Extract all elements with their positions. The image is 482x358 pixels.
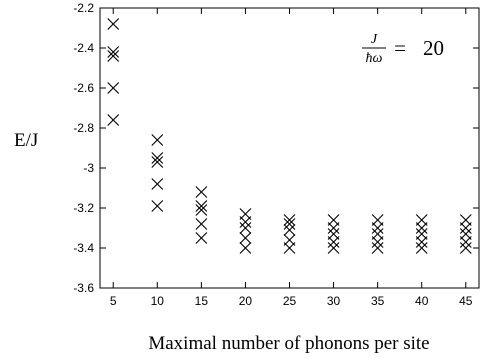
x-axis-label: Maximal number of phonons per site xyxy=(148,333,429,354)
y-tick-labels: -3.6 -3.4 -3.2 -3 -2.8 -2.6 -2.4 -2.2 xyxy=(73,1,94,295)
data-point xyxy=(371,222,384,234)
y-tick-label: -3.4 xyxy=(73,241,94,255)
data-point xyxy=(283,214,296,226)
data-point xyxy=(151,152,164,164)
y-tick-label: -2.8 xyxy=(73,121,94,135)
x-tick-labels: 5 10 15 20 25 30 35 40 45 xyxy=(110,294,473,308)
data-point xyxy=(239,216,252,228)
annotation-omega: ω xyxy=(373,51,383,66)
y-tick-label: -2.6 xyxy=(73,81,94,95)
x-tick-label: 5 xyxy=(110,294,117,308)
data-point xyxy=(195,232,208,244)
data-point xyxy=(239,222,252,234)
data-point xyxy=(459,222,472,234)
data-point xyxy=(459,242,472,254)
data-points xyxy=(107,18,472,254)
x-tick-label: 25 xyxy=(283,294,297,308)
data-point xyxy=(151,200,164,212)
parameter-annotation: J ħω = 20 xyxy=(362,32,444,66)
y-tick-label: -3.6 xyxy=(73,281,94,295)
data-point xyxy=(195,218,208,230)
x-tick-label: 30 xyxy=(327,294,341,308)
x-tick-label: 20 xyxy=(239,294,253,308)
data-point xyxy=(415,236,428,248)
data-point xyxy=(327,236,340,248)
data-point xyxy=(107,82,120,94)
data-point xyxy=(283,218,296,230)
data-point xyxy=(195,204,208,216)
data-point xyxy=(239,232,252,244)
data-point xyxy=(327,222,340,234)
x-tick-label: 15 xyxy=(195,294,209,308)
data-point xyxy=(151,134,164,146)
data-point xyxy=(415,222,428,234)
data-point xyxy=(283,242,296,254)
y-axis-label: E/J xyxy=(14,130,38,151)
data-point xyxy=(151,178,164,190)
data-point xyxy=(107,114,120,126)
axis-ticks xyxy=(100,7,479,289)
annotation-numerator: J xyxy=(371,32,378,47)
annotation-value: 20 xyxy=(423,36,444,60)
data-point xyxy=(283,224,296,236)
data-point xyxy=(195,200,208,212)
x-tick-label: 40 xyxy=(415,294,429,308)
data-point xyxy=(327,242,340,254)
data-point xyxy=(195,186,208,198)
data-point xyxy=(371,242,384,254)
data-point xyxy=(151,156,164,168)
x-tick-label: 35 xyxy=(371,294,385,308)
y-tick-label: -3.2 xyxy=(73,201,94,215)
data-point xyxy=(107,18,120,30)
annotation-hbar: ħ xyxy=(366,51,373,66)
data-point xyxy=(371,236,384,248)
y-tick-label: -2.2 xyxy=(73,1,94,15)
data-point xyxy=(107,50,120,62)
data-point xyxy=(459,236,472,248)
data-point xyxy=(107,46,120,58)
x-tick-label: 10 xyxy=(151,294,165,308)
x-tick-label: 45 xyxy=(459,294,473,308)
y-tick-label: -3 xyxy=(83,161,94,175)
data-point xyxy=(415,242,428,254)
y-tick-label: -2.4 xyxy=(73,41,94,55)
annotation-denominator: ħω xyxy=(366,51,383,66)
data-point xyxy=(239,242,252,254)
annotation-equals: = xyxy=(394,36,406,60)
